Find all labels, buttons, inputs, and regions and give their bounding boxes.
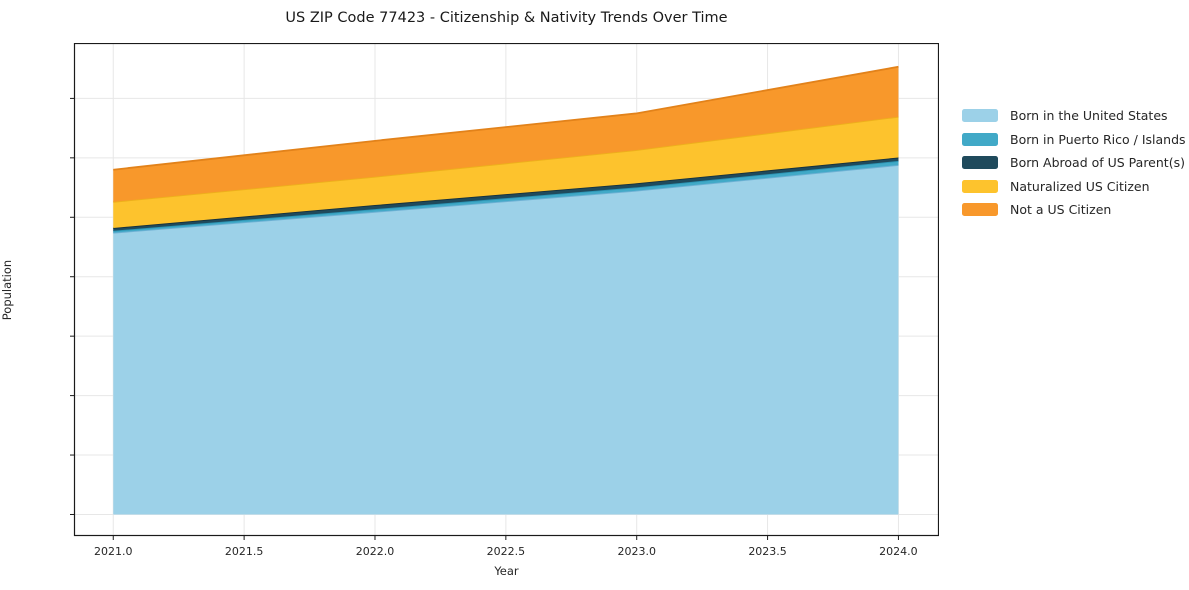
legend-label: Naturalized US Citizen	[1010, 178, 1150, 194]
chart-title: US ZIP Code 77423 - Citizenship & Nativi…	[285, 10, 728, 26]
x-tick-label: 2022.0	[355, 545, 395, 558]
legend-swatch	[962, 109, 998, 123]
x-axis-label: Year	[494, 564, 519, 578]
area-born-in-the-united-states	[113, 164, 899, 515]
area-naturalized-us-citizen	[113, 116, 899, 228]
legend-label: Born in the United States	[1010, 108, 1168, 124]
legend-swatch	[962, 132, 998, 146]
x-tick-label: 2021.5	[224, 545, 264, 558]
x-tick-label: 2023.0	[617, 545, 656, 558]
x-tick-label: 2022.5	[486, 545, 526, 558]
legend-label: Not a US Citizen	[1010, 202, 1112, 218]
x-tick-label: 2024.0	[879, 545, 918, 558]
x-tick-label: 2023.5	[748, 545, 787, 558]
x-tick-label: 2021.0	[94, 545, 133, 558]
area-born-abroad-of-us-parent-s-	[113, 157, 899, 231]
legend-swatch	[962, 203, 998, 217]
area-not-a-us-citizen	[113, 66, 899, 202]
legend-item: Born in Puerto Rico / Islands	[962, 128, 1186, 152]
stacked-area-plot	[70, 43, 939, 540]
area-edge-not-a-us-citizen	[113, 65, 899, 171]
legend-label: Born Abroad of US Parent(s)	[1010, 155, 1185, 171]
legend-label: Born in Puerto Rico / Islands	[1010, 131, 1186, 147]
legend-swatch	[962, 179, 998, 193]
legend-item: Not a US Citizen	[962, 198, 1186, 222]
legend-item: Born in the United States	[962, 104, 1186, 128]
legend: Born in the United States Born in Puerto …	[962, 104, 1186, 222]
legend-item: Naturalized US Citizen	[962, 175, 1186, 199]
legend-item: Born Abroad of US Parent(s)	[962, 151, 1186, 175]
legend-swatch	[962, 156, 998, 170]
area-edge-born-in-puerto-rico-islands	[113, 160, 899, 232]
plot-border	[73, 43, 939, 537]
y-axis-label: Population	[0, 259, 14, 321]
